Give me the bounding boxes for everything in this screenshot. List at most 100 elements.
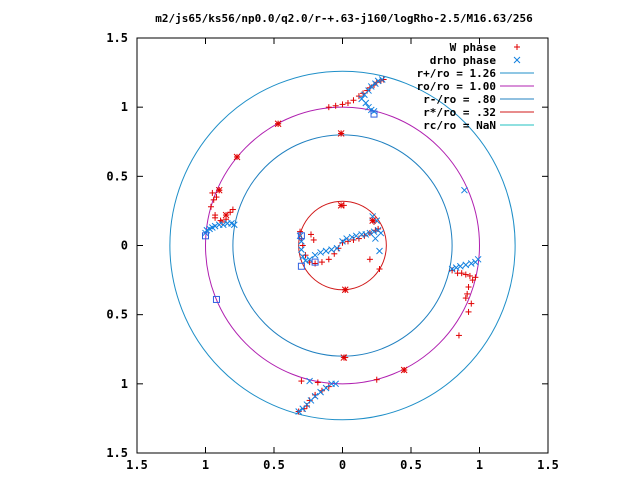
point-2-1	[212, 295, 220, 303]
point-1-25	[299, 253, 307, 260]
point-0-4	[213, 194, 220, 201]
point-1-36	[352, 232, 360, 240]
point-0-3	[210, 196, 217, 203]
point-3-6	[369, 217, 376, 224]
series-3	[215, 120, 408, 374]
x-tick-label-3: 0	[339, 458, 346, 472]
point-1-35	[348, 233, 356, 241]
point-1-42	[377, 229, 385, 237]
point-1-28	[311, 251, 319, 259]
point-0-64	[465, 308, 472, 315]
point-1-47	[448, 265, 456, 273]
point-1-46	[376, 247, 383, 255]
point-1-38	[362, 231, 370, 238]
point-0-62	[462, 295, 469, 302]
plot-area	[169, 70, 516, 421]
point-1-24	[298, 246, 305, 254]
point-3-7	[341, 286, 349, 294]
point-1-6	[219, 221, 227, 229]
point-1-23	[298, 237, 305, 245]
point-1-56	[317, 388, 324, 396]
point-1-32	[333, 244, 341, 252]
point-0-77	[373, 376, 380, 383]
legend-label-6: rc/ro = NaN	[423, 119, 496, 132]
point-2-2	[370, 110, 378, 118]
point-3-5	[337, 202, 345, 209]
point-0-10	[227, 209, 234, 216]
point-0-2	[207, 203, 214, 210]
point-0-65	[455, 332, 462, 339]
point-0-34	[318, 259, 325, 266]
point-0-28	[297, 228, 304, 235]
axes: 1.5 1 0.5 0 0.5 1 1.51.510.500.511.5	[106, 31, 559, 472]
y-tick-label-1: 1	[121, 100, 128, 114]
point-1-21	[461, 186, 468, 194]
x-tick-label-0: 1.5	[126, 458, 148, 472]
point-1-49	[456, 262, 464, 270]
point-1-26	[302, 257, 309, 265]
point-0-5	[209, 189, 216, 196]
point-1-13	[367, 83, 375, 90]
circle-0	[169, 70, 516, 421]
legend-label-2: r+/ro = 1.26	[417, 67, 497, 80]
point-0-63	[468, 300, 475, 307]
point-1-16	[378, 76, 386, 83]
point-0-76	[314, 379, 321, 386]
point-2-5	[311, 258, 319, 266]
point-3-8	[340, 354, 348, 361]
point-1-40	[370, 228, 378, 236]
y-tick-label-4: 0.5	[106, 308, 128, 322]
point-3-9	[400, 366, 408, 374]
x-tick-label-2: 0.5	[263, 458, 285, 472]
point-0-59	[472, 274, 479, 281]
point-0-37	[335, 245, 342, 252]
point-1-53	[474, 255, 482, 263]
point-0-46	[307, 231, 314, 238]
point-1-39	[366, 229, 374, 237]
point-0-75	[298, 378, 305, 385]
point-0-35	[325, 256, 332, 263]
point-0-17	[344, 100, 351, 107]
point-1-9	[230, 221, 238, 229]
point-1-60	[299, 405, 307, 413]
point-3-3	[274, 120, 282, 128]
point-0-52	[366, 256, 373, 263]
point-1-30	[322, 247, 330, 255]
point-0-26	[380, 76, 387, 83]
point-1-45	[372, 235, 379, 242]
point-1-4	[211, 222, 219, 230]
point-0-47	[310, 236, 317, 243]
legend-label-4: r-/ro = .80	[423, 93, 496, 106]
legend-label-3: ro/ro = 1.00	[417, 80, 496, 93]
point-1-61	[295, 408, 303, 415]
series-1	[202, 76, 482, 415]
point-1-29	[317, 249, 324, 256]
legend-label-0: W phase	[450, 41, 497, 54]
point-0-11	[229, 206, 236, 213]
point-2-3	[297, 262, 305, 270]
y-tick-label-5: 1	[121, 377, 128, 391]
point-1-33	[339, 237, 346, 245]
point-1-63	[332, 380, 340, 388]
point-0-70	[312, 391, 319, 398]
point-0-7	[212, 214, 219, 221]
point-0-60	[465, 284, 472, 290]
point-1-12	[365, 87, 372, 94]
point-0-51	[376, 266, 383, 273]
point-3-2	[233, 153, 241, 161]
point-1-48	[452, 264, 460, 271]
point-1-17	[362, 99, 370, 107]
point-0-30	[299, 242, 306, 249]
point-1-51	[467, 260, 475, 267]
point-0-55	[458, 270, 465, 277]
point-1-50	[462, 261, 470, 269]
legend-label-1: drho phase	[430, 54, 497, 67]
series-2	[202, 110, 378, 303]
y-tick-label-6: 1.5	[106, 446, 128, 460]
point-0-61	[464, 290, 471, 297]
point-0-56	[462, 271, 469, 278]
point-0-16	[339, 101, 346, 108]
legend-sample-1	[513, 56, 521, 64]
y-tick-label-3: 0	[121, 239, 128, 253]
